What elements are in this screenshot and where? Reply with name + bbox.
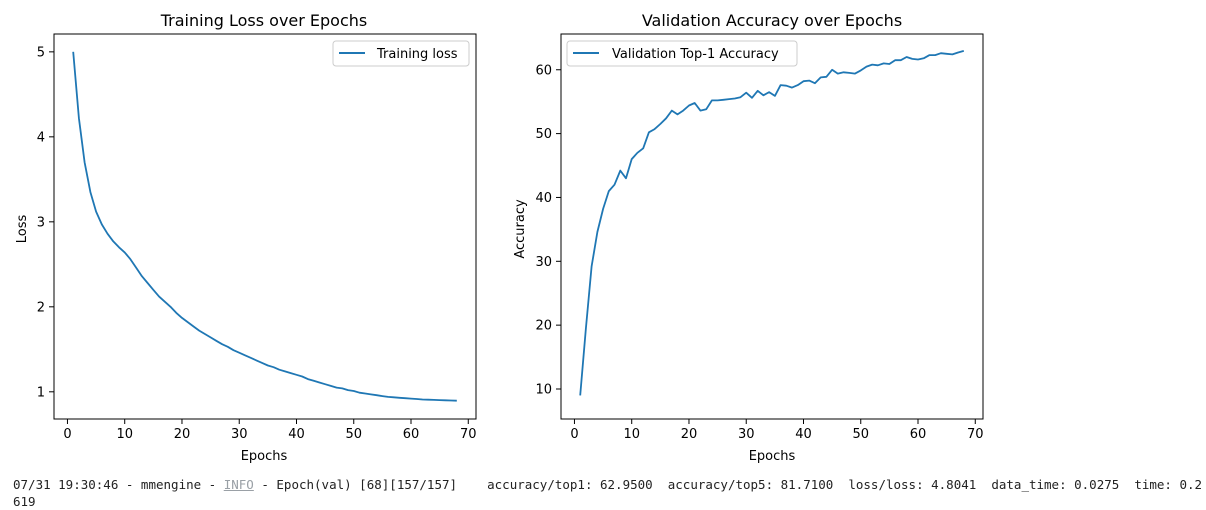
validation-accuracy-chart: Validation Accuracy over Epochs 0 10 20 30 4… bbox=[513, 11, 984, 464]
legend: Validation Top-1 Accuracy bbox=[566, 40, 798, 67]
y-axis-label: Loss bbox=[15, 215, 30, 244]
x-tick-label: 70 bbox=[967, 427, 984, 442]
x-axis-label: Epochs bbox=[749, 449, 796, 464]
legend: Training loss bbox=[332, 40, 470, 67]
x-tick-label: 20 bbox=[681, 427, 698, 442]
log-level-link[interactable]: INFO bbox=[223, 477, 254, 492]
x-tick-label: 10 bbox=[623, 427, 640, 442]
y-tick-label: 5 bbox=[37, 45, 45, 60]
x-tick-label: 50 bbox=[345, 427, 362, 442]
y-tick-label: 20 bbox=[535, 319, 552, 334]
axes-frame bbox=[53, 33, 477, 420]
y-tick-label: 3 bbox=[37, 215, 45, 230]
x-tick-label: 40 bbox=[795, 427, 812, 442]
figure: Training Loss over Epochs 0 10 20 30 40 50 60 7… bbox=[15, 11, 984, 464]
y-tick-label: 2 bbox=[37, 300, 45, 315]
console-log-line: 07/31 19:30:46 - mmengine - INFO - Epoch… bbox=[13, 476, 1206, 510]
log-prefix: 07/31 19:30:46 - mmengine - bbox=[13, 477, 224, 492]
legend-label: Training loss bbox=[376, 47, 458, 62]
legend-box bbox=[566, 40, 798, 67]
training-loss-chart: Training Loss over Epochs 0 10 20 30 40 50 60 7… bbox=[15, 11, 477, 464]
log-message: - Epoch(val) [68][157/157] accuracy/top1… bbox=[13, 477, 1203, 509]
x-tick-label: 0 bbox=[63, 427, 71, 442]
x-tick-label: 50 bbox=[852, 427, 869, 442]
chart-title: Validation Accuracy over Epochs bbox=[642, 11, 902, 30]
axes-frame bbox=[560, 33, 984, 420]
chart-title: Training Loss over Epochs bbox=[160, 11, 368, 30]
series-line bbox=[72, 51, 457, 402]
x-tick-label: 60 bbox=[910, 427, 927, 442]
plot-area: 0 10 20 30 40 50 60 70 1 2 3 4 5 bbox=[37, 33, 477, 442]
x-tick-label: 40 bbox=[288, 427, 305, 442]
y-tick-label: 50 bbox=[535, 127, 552, 142]
x-tick-label: 0 bbox=[570, 427, 578, 442]
legend-label: Validation Top-1 Accuracy bbox=[612, 47, 779, 62]
y-tick-label: 1 bbox=[37, 385, 45, 400]
plot-area: 0 10 20 30 40 50 60 70 10 20 30 40 50 60 bbox=[535, 33, 984, 442]
x-axis-label: Epochs bbox=[241, 449, 288, 464]
x-tick-label: 30 bbox=[738, 427, 755, 442]
y-tick-label: 60 bbox=[535, 63, 552, 78]
y-axis-label: Accuracy bbox=[513, 199, 528, 259]
legend-box bbox=[332, 40, 470, 67]
x-tick-label: 20 bbox=[174, 427, 191, 442]
x-tick-label: 10 bbox=[116, 427, 133, 442]
x-tick-label: 60 bbox=[403, 427, 420, 442]
x-tick-label: 70 bbox=[460, 427, 477, 442]
x-tick-label: 30 bbox=[231, 427, 248, 442]
y-tick-label: 4 bbox=[37, 130, 45, 145]
y-tick-label: 30 bbox=[535, 255, 552, 270]
y-tick-label: 10 bbox=[535, 382, 552, 397]
series-line bbox=[579, 50, 965, 396]
y-tick-label: 40 bbox=[535, 191, 552, 206]
